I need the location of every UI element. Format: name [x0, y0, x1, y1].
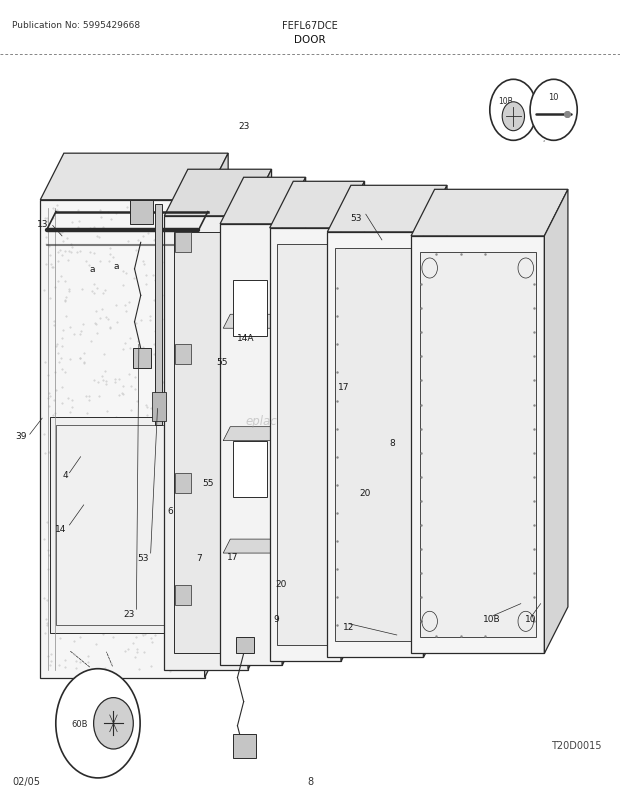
- Circle shape: [530, 80, 577, 141]
- Text: 10: 10: [525, 614, 536, 624]
- Polygon shape: [327, 233, 423, 658]
- Text: 6: 6: [168, 506, 174, 516]
- Text: 10: 10: [549, 93, 559, 103]
- Text: T20D0015: T20D0015: [551, 740, 601, 750]
- Text: 7: 7: [196, 553, 202, 562]
- Circle shape: [56, 669, 140, 778]
- Text: 55: 55: [216, 358, 228, 367]
- Polygon shape: [175, 233, 191, 253]
- Polygon shape: [248, 170, 272, 670]
- Polygon shape: [155, 205, 162, 425]
- Text: FEFL67DCE: FEFL67DCE: [282, 21, 338, 30]
- Polygon shape: [40, 154, 228, 200]
- Text: 55: 55: [202, 478, 214, 488]
- Polygon shape: [205, 154, 228, 678]
- Polygon shape: [133, 349, 151, 369]
- Polygon shape: [423, 186, 447, 658]
- Text: eplacementparts.com: eplacementparts.com: [246, 415, 374, 427]
- Text: 39: 39: [16, 431, 27, 441]
- Polygon shape: [152, 393, 166, 421]
- Polygon shape: [175, 585, 191, 606]
- Polygon shape: [232, 441, 267, 497]
- Text: 13: 13: [37, 220, 48, 229]
- Polygon shape: [164, 170, 272, 217]
- Polygon shape: [236, 638, 254, 654]
- Polygon shape: [223, 540, 286, 553]
- Text: a: a: [113, 261, 118, 271]
- Polygon shape: [277, 245, 334, 646]
- Polygon shape: [341, 182, 365, 662]
- Circle shape: [490, 80, 537, 141]
- Polygon shape: [130, 200, 153, 225]
- Polygon shape: [335, 249, 415, 642]
- Polygon shape: [411, 237, 544, 654]
- Polygon shape: [174, 233, 239, 654]
- Text: 20: 20: [275, 579, 286, 589]
- Polygon shape: [327, 186, 447, 233]
- Polygon shape: [232, 281, 267, 337]
- Text: 9: 9: [273, 614, 279, 624]
- Text: 23: 23: [238, 121, 249, 131]
- Text: 02/05: 02/05: [12, 776, 40, 786]
- Polygon shape: [50, 417, 189, 634]
- Circle shape: [502, 103, 525, 132]
- Text: 12: 12: [343, 622, 355, 632]
- Polygon shape: [411, 190, 568, 237]
- Polygon shape: [223, 315, 286, 329]
- Polygon shape: [220, 178, 306, 225]
- Text: 23: 23: [124, 609, 135, 618]
- Text: 53: 53: [137, 553, 149, 562]
- Polygon shape: [381, 218, 388, 505]
- Polygon shape: [164, 217, 248, 670]
- Polygon shape: [544, 190, 568, 654]
- Text: 4: 4: [63, 470, 68, 480]
- Polygon shape: [40, 200, 205, 678]
- Text: 14A: 14A: [237, 333, 255, 342]
- Polygon shape: [223, 427, 286, 441]
- Polygon shape: [175, 473, 191, 493]
- Text: 53: 53: [350, 213, 362, 223]
- Polygon shape: [420, 253, 536, 638]
- Polygon shape: [220, 225, 282, 666]
- Polygon shape: [282, 178, 306, 666]
- Polygon shape: [175, 345, 191, 365]
- Polygon shape: [270, 182, 365, 229]
- Text: 10B: 10B: [483, 614, 500, 624]
- Text: a: a: [89, 264, 94, 273]
- Text: 14: 14: [55, 525, 66, 534]
- Text: 10B: 10B: [498, 96, 513, 106]
- Polygon shape: [270, 229, 341, 662]
- Text: Publication No: 5995429668: Publication No: 5995429668: [12, 21, 141, 30]
- Text: 8: 8: [307, 776, 313, 786]
- Text: 8: 8: [390, 438, 396, 448]
- Text: 20: 20: [360, 488, 371, 498]
- Text: 17: 17: [337, 382, 349, 391]
- Text: 17: 17: [227, 552, 238, 561]
- Text: 60B: 60B: [71, 719, 87, 728]
- Text: DOOR: DOOR: [294, 34, 326, 44]
- Circle shape: [94, 698, 133, 749]
- Polygon shape: [233, 734, 256, 758]
